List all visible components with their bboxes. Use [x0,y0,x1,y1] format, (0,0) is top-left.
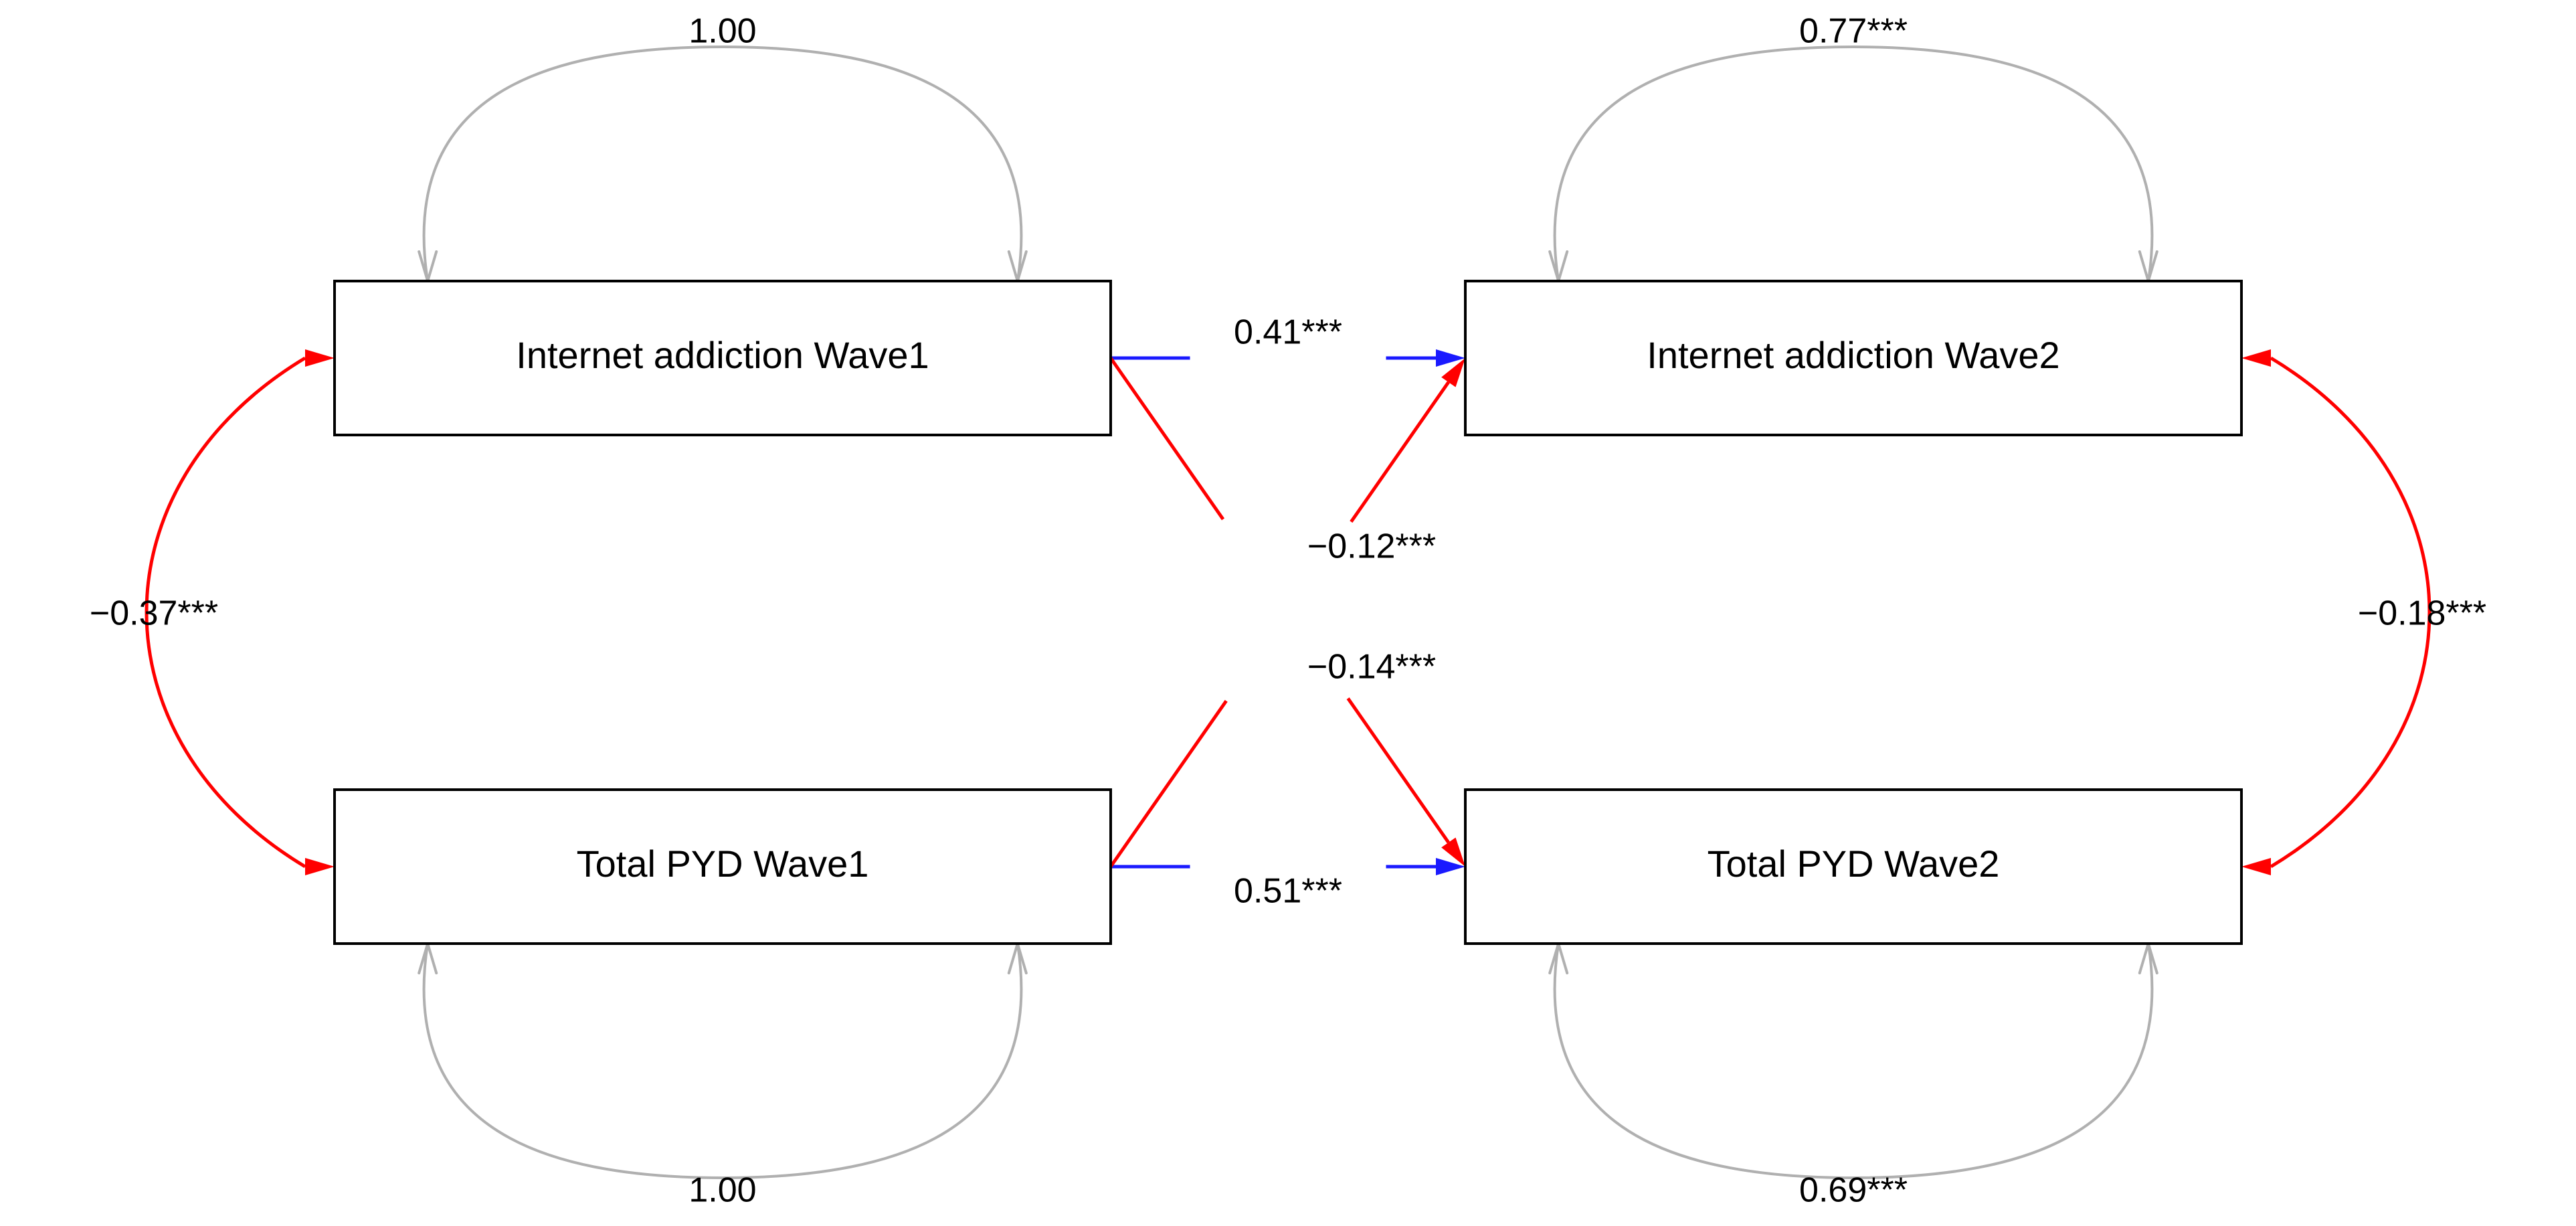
path-label-pyd1_pyd2: 0.51*** [1234,872,1342,911]
variance-loop-ia2 [1555,47,2152,281]
variance-label-pyd1: 1.00 [688,1171,756,1210]
arrowhead-open [1550,252,1567,281]
arrowhead [305,349,335,367]
path-ia1_pyd2-seg1 [1111,358,1223,519]
node-label-ia2: Internet addiction Wave2 [1647,334,2059,376]
covariance-label-right: −0.18*** [2358,594,2486,633]
path-label-ia1_ia2: 0.41*** [1234,313,1342,352]
arrowhead-open [2140,944,2157,973]
arrowhead-open [1009,944,1026,973]
path-ia1_pyd2-seg2 [1348,699,1449,843]
arrowhead-open [1009,252,1026,281]
arrowhead [305,858,335,875]
variance-loop-pyd2 [1555,944,2152,1178]
node-label-ia1: Internet addiction Wave1 [516,334,929,376]
covariance-label-left: −0.37*** [90,594,218,633]
path-label-ia1_pyd2: −0.12*** [1307,527,1436,566]
arrowhead-open [1550,944,1567,973]
path-pyd1_ia2-seg1 [1111,701,1226,867]
node-label-pyd2: Total PYD Wave2 [1708,843,2000,885]
arrowhead [2241,349,2271,367]
variance-loop-ia1 [424,47,1022,281]
arrowhead-open [419,944,436,973]
variance-label-ia2: 0.77*** [1799,12,1908,51]
node-label-pyd1: Total PYD Wave1 [577,843,869,885]
arrowhead-open [419,252,436,281]
arrowhead [2241,858,2271,875]
variance-loop-pyd1 [424,944,1022,1178]
variance-label-ia1: 1.00 [688,12,756,51]
arrowhead-open [2140,252,2157,281]
variance-label-pyd2: 0.69*** [1799,1171,1908,1210]
path-pyd1_ia2-seg2 [1351,382,1449,522]
path-label-pyd1_ia2: −0.14*** [1307,648,1436,687]
